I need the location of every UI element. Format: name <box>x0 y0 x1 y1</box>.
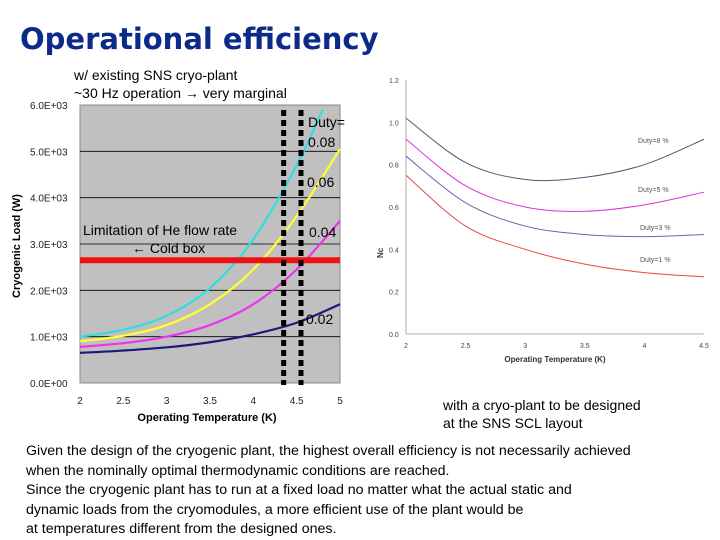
x-axis-label: Operating Temperature (K) <box>504 355 606 364</box>
y-tick-label: 1.2 <box>389 78 399 85</box>
x-tick-label: 2.5 <box>116 396 130 407</box>
series-line <box>79 303 341 354</box>
designed-plant-note: with a cryo-plant to be designed at the … <box>443 396 641 432</box>
paragraph-line: when the nominally optimal thermodynamic… <box>26 462 450 479</box>
x-tick-label: 2 <box>77 396 83 407</box>
y-axis-label: Cryogenic Load (W) <box>11 194 23 298</box>
existing-plant-note: w/ existing SNS cryo-plant ~30 Hz operat… <box>74 66 287 102</box>
series-label: Duty=1 % <box>640 257 671 264</box>
series-label: 0.08 <box>308 134 335 150</box>
x-tick-label: 4 <box>642 343 646 350</box>
series-line <box>79 148 341 343</box>
y-tick-label: 6.0E+03 <box>30 101 68 112</box>
x-tick-label: 4 <box>251 396 257 407</box>
limit-label-line1: Limitation of He flow rate <box>83 222 237 238</box>
page-title: Operational efficiency <box>20 22 379 56</box>
y-tick-label: 0.0E+00 <box>30 379 68 390</box>
series-label: Duty=5 % <box>638 187 669 194</box>
series-label: Duty=8 % <box>638 138 669 145</box>
y-tick-label: 4.0E+03 <box>30 194 68 205</box>
paragraph-line: Given the design of the cryogenic plant,… <box>26 443 631 459</box>
existing-plant-note-line2: ~30 Hz operation → very marginal <box>74 85 287 101</box>
x-tick-label: 3.5 <box>203 396 217 407</box>
x-tick-label: 2.5 <box>461 343 471 350</box>
y-tick-label: 2.0E+03 <box>30 286 68 297</box>
x-axis-label: Operating Temperature (K) <box>137 412 276 424</box>
y-tick-label: 0.0 <box>389 332 399 339</box>
series-label: Duty=3 % <box>640 225 671 232</box>
series-line <box>79 220 341 348</box>
y-tick-label: 1.0 <box>389 120 399 127</box>
series-line <box>405 155 705 238</box>
series-label: 0.02 <box>306 311 333 327</box>
x-tick-label: 5 <box>337 396 343 407</box>
series-line <box>405 117 705 182</box>
x-tick-label: 2 <box>404 343 408 350</box>
y-axis-label: Nc <box>376 247 385 258</box>
explanation-paragraph: Given the design of the cryogenic plant,… <box>26 442 716 540</box>
y-tick-label: 0.8 <box>389 163 399 170</box>
designed-plant-note-line2: at the SNS SCL layout <box>443 415 583 431</box>
designed-plant-note-line1: with a cryo-plant to be designed <box>443 397 641 413</box>
paragraph-line: dynamic loads from the cryomodules, a mo… <box>26 501 524 518</box>
x-tick-label: 3.5 <box>580 343 590 350</box>
existing-plant-note-line1: w/ existing SNS cryo-plant <box>74 67 238 83</box>
y-tick-label: 0.2 <box>389 290 399 297</box>
series-label: 0.04 <box>309 224 336 240</box>
x-tick-label: 4.5 <box>290 396 304 407</box>
series-line <box>79 109 324 338</box>
series-line <box>405 138 705 212</box>
series-line <box>405 174 705 278</box>
y-tick-label: 0.4 <box>389 247 399 254</box>
y-tick-label: 5.0E+03 <box>30 147 68 158</box>
series-label: 0.06 <box>307 174 334 190</box>
x-tick-label: 3 <box>164 396 170 407</box>
y-tick-label: 3.0E+03 <box>30 240 68 251</box>
series-label: Duty= <box>308 114 345 130</box>
x-tick-label: 4.5 <box>699 343 709 350</box>
x-tick-label: 3 <box>523 343 527 350</box>
y-tick-label: 1.0E+03 <box>30 333 68 344</box>
limit-label-line2: ← Cold box <box>132 240 205 256</box>
y-tick-label: 0.6 <box>389 205 399 212</box>
paragraph-line: Since the cryogenic plant has to run at … <box>26 482 572 499</box>
paragraph-line: at temperatures different from the desig… <box>26 521 337 538</box>
